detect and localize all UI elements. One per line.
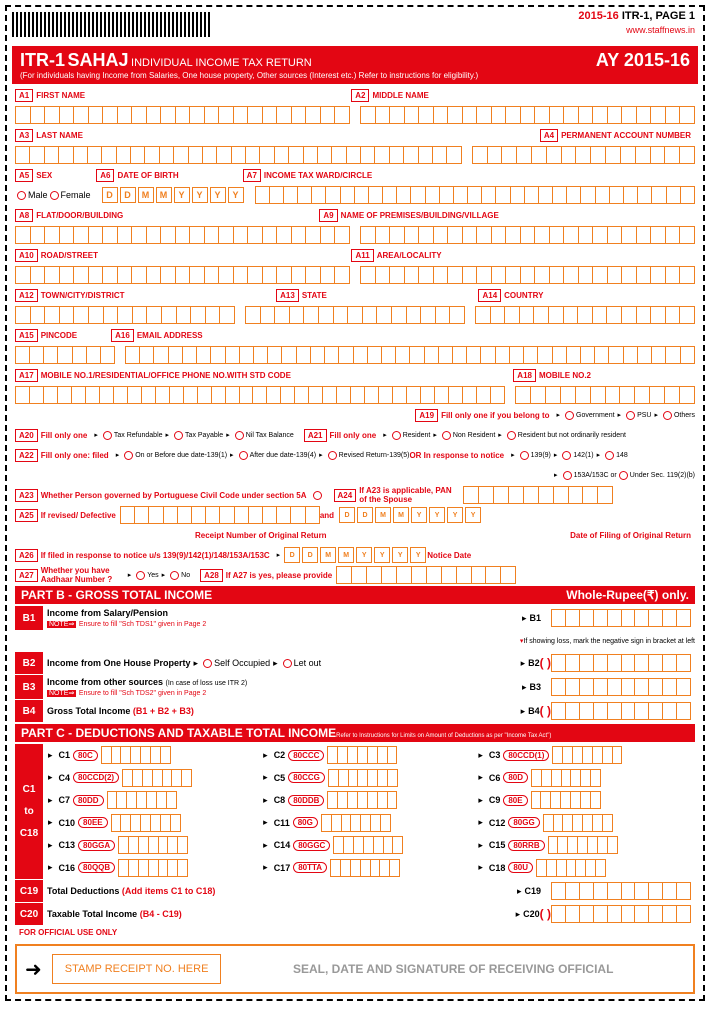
flat-input[interactable] xyxy=(15,226,350,244)
b2-amount[interactable] xyxy=(551,654,691,672)
deduction-80D: ▸C6 80D xyxy=(473,767,688,790)
deduction-80EE: ▸C10 80EE xyxy=(43,812,258,835)
deduction-80CCD(1): ▸C3 80CCD(1) xyxy=(473,744,688,767)
aadhaar-input[interactable] xyxy=(336,566,516,584)
deduction-80TTA: ▸C17 80TTA xyxy=(258,857,473,880)
sex-female-radio[interactable] xyxy=(50,191,59,200)
dob-input[interactable]: DDMMYYYY xyxy=(101,187,245,203)
form-page: 2015-16 ITR-1, PAGE 1 www.staffnews.in A… xyxy=(5,5,705,1001)
deduction-80DDB: ▸C8 80DDB xyxy=(258,789,473,812)
ward-input[interactable] xyxy=(255,186,695,204)
pan-input[interactable] xyxy=(472,146,695,164)
deduction-80RRB: ▸C15 80RRB xyxy=(473,834,688,857)
sex-male-radio[interactable] xyxy=(17,191,26,200)
deduction-80G: ▸C11 80G xyxy=(258,812,473,835)
deduction-80U: ▸C18 80U xyxy=(473,857,688,880)
deduction-80CCG: ▸C5 80CCG xyxy=(258,767,473,790)
b1-amount[interactable] xyxy=(551,609,691,627)
deduction-80E: ▸C9 80E xyxy=(473,789,688,812)
source-url: www.staffnews.in xyxy=(626,25,695,35)
pincode-input[interactable] xyxy=(15,346,115,364)
deduction-80GGC: ▸C14 80GGC xyxy=(258,834,473,857)
deduction-80CCD(2): ▸C4 80CCD(2) xyxy=(43,767,258,790)
mobile1-input[interactable] xyxy=(15,386,505,404)
state-input[interactable] xyxy=(245,306,465,324)
spouse-pan-input[interactable] xyxy=(463,486,613,504)
town-input[interactable] xyxy=(15,306,235,324)
road-input[interactable] xyxy=(15,266,350,284)
deduction-80GGA: ▸C13 80GGA xyxy=(43,834,258,857)
signature-area: SEAL, DATE AND SIGNATURE OF RECEIVING OF… xyxy=(221,962,685,976)
section-a: A1FIRST NAMEA2MIDDLE NAME A3LAST NAMEA4P… xyxy=(7,86,703,584)
area-input[interactable] xyxy=(360,266,695,284)
orig-date-input[interactable]: DDMMYYYY xyxy=(338,507,482,523)
stamp-box: STAMP RECEIPT NO. HERE xyxy=(52,954,222,984)
middle-name-input[interactable] xyxy=(360,106,695,124)
official-section: FOR OFFICIAL USE ONLY ➜ STAMP RECEIPT NO… xyxy=(7,926,703,994)
form-header: AY 2015-16 ITR-1 SAHAJ INDIVIDUAL INCOME… xyxy=(12,46,698,84)
premises-input[interactable] xyxy=(360,226,695,244)
page-label: 2015-16 ITR-1, PAGE 1 xyxy=(578,10,695,22)
notice-date-input[interactable]: DDMMYYYY xyxy=(283,547,427,563)
arrow-icon: ➜ xyxy=(25,957,42,982)
section-c: PART C - DEDUCTIONS AND TAXABLE TOTAL IN… xyxy=(7,724,703,925)
deduction-80DD: ▸C7 80DD xyxy=(43,789,258,812)
deduction-80QQB: ▸C16 80QQB xyxy=(43,857,258,880)
section-b: PART B - GROSS TOTAL INCOMEWhole-Rupee(₹… xyxy=(7,586,703,722)
mobile2-input[interactable] xyxy=(515,386,695,404)
c20-amount[interactable] xyxy=(551,905,691,923)
c19-amount[interactable] xyxy=(551,882,691,900)
first-name-input[interactable] xyxy=(15,106,350,124)
deduction-80C: ▸C1 80C xyxy=(43,744,258,767)
email-input[interactable] xyxy=(125,346,695,364)
b4-amount[interactable] xyxy=(551,702,691,720)
last-name-input[interactable] xyxy=(15,146,462,164)
deduction-80CCC: ▸C2 80CCC xyxy=(258,744,473,767)
receipt-no-input[interactable] xyxy=(120,506,320,524)
assessment-year: AY 2015-16 xyxy=(596,50,690,71)
deduction-80GG: ▸C12 80GG xyxy=(473,812,688,835)
barcode xyxy=(12,12,212,37)
b3-amount[interactable] xyxy=(551,678,691,696)
country-input[interactable] xyxy=(475,306,695,324)
